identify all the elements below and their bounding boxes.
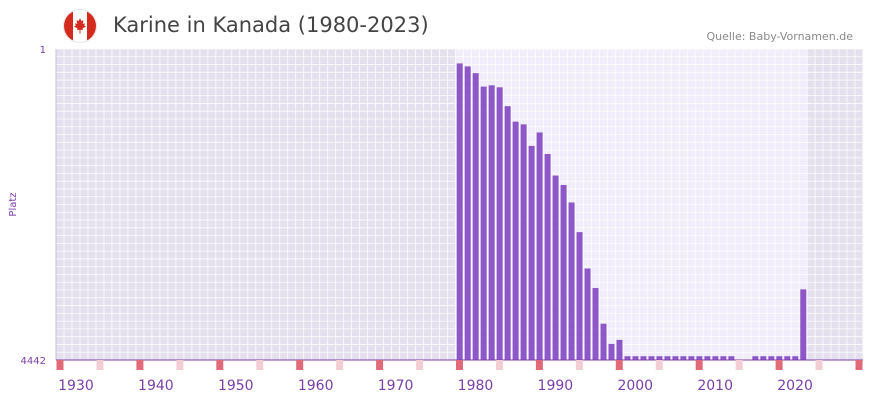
bar-1992: [568, 202, 575, 360]
x-tick-label-1990: 1990: [538, 378, 574, 394]
bar-2018: [776, 356, 783, 360]
bar-1993: [576, 232, 583, 360]
year-marker-1988: [535, 360, 543, 370]
year-marker-2023: [815, 360, 823, 370]
bar-2004: [664, 356, 671, 360]
year-marker-1983: [495, 360, 503, 370]
year-marker-1978: [456, 360, 463, 370]
bar-1995: [592, 288, 599, 360]
year-marker-2028: [855, 360, 863, 370]
year-marker-1948: [216, 360, 224, 370]
x-tick-label-1930: 1930: [58, 378, 94, 394]
x-tick-label-2020: 2020: [777, 378, 813, 394]
bar-1980: [472, 73, 479, 360]
bar-2009: [704, 356, 711, 360]
y-tick-label-top: 1: [40, 45, 46, 56]
bar-1994: [584, 268, 591, 360]
bar-2005: [672, 356, 679, 360]
x-tick-label-1960: 1960: [298, 378, 334, 394]
year-marker-1953: [256, 360, 264, 370]
x-tick-label-1980: 1980: [458, 378, 494, 394]
bar-2019: [784, 356, 791, 360]
bar-1986: [520, 124, 527, 360]
year-marker-1933: [96, 360, 104, 370]
bar-1979: [464, 66, 471, 361]
year-marker-2003: [655, 360, 663, 370]
bar-1987: [528, 145, 535, 360]
bar-1990: [552, 175, 559, 360]
bar-1978: [456, 63, 463, 361]
x-tick-label-1950: 1950: [218, 378, 254, 394]
chart-title: Karine in Kanada (1980-2023): [113, 13, 429, 37]
bar-2017: [768, 356, 775, 360]
year-marker-1943: [176, 360, 184, 370]
year-marker-2013: [735, 360, 743, 370]
bar-2010: [712, 356, 719, 360]
x-tick-label-1940: 1940: [138, 378, 174, 394]
bar-2015: [752, 356, 759, 360]
bar-2002: [648, 356, 655, 360]
bar-2016: [760, 356, 767, 360]
bar-1985: [512, 121, 519, 360]
bar-1984: [504, 106, 511, 360]
year-marker-1993: [575, 360, 583, 370]
year-marker-2018: [775, 360, 783, 370]
bar-1996: [600, 323, 607, 360]
bar-2021: [800, 289, 807, 360]
bar-2006: [680, 356, 687, 360]
bar-2003: [656, 356, 663, 360]
year-marker-1998: [615, 360, 623, 370]
canada-flag-icon: [64, 10, 96, 42]
bar-1998: [616, 339, 623, 360]
bar-1991: [560, 184, 567, 360]
bar-2001: [640, 356, 647, 360]
x-tick-label-2000: 2000: [617, 378, 653, 394]
bar-1997: [608, 343, 615, 360]
bar-1983: [496, 87, 503, 361]
y-tick-label-bottom: 4442: [21, 356, 46, 367]
bar-2007: [688, 356, 695, 360]
bar-2012: [728, 356, 735, 360]
year-marker-1938: [136, 360, 144, 370]
bar-1981: [480, 86, 487, 360]
x-tick-label-1970: 1970: [378, 378, 414, 394]
year-marker-2008: [695, 360, 703, 370]
bar-2020: [792, 356, 799, 360]
year-marker-1973: [416, 360, 424, 370]
bar-1999: [624, 356, 631, 360]
bar-1989: [544, 153, 551, 360]
bar-2008: [696, 356, 703, 360]
bar-2000: [632, 356, 639, 360]
bar-1988: [536, 132, 543, 360]
year-marker-1958: [296, 360, 304, 370]
year-marker-1963: [336, 360, 344, 370]
bar-1982: [488, 85, 495, 360]
y-axis-label: Platz: [8, 192, 19, 216]
x-tick-label-2010: 2010: [697, 378, 733, 394]
source-credit[interactable]: Quelle: Baby-Vornamen.de: [706, 30, 853, 43]
year-marker-1928: [56, 360, 64, 370]
bar-2011: [720, 356, 727, 360]
year-marker-1968: [376, 360, 384, 370]
